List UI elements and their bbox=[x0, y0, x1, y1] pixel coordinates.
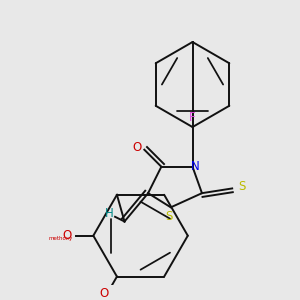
Text: N: N bbox=[191, 160, 200, 173]
Text: H: H bbox=[105, 208, 114, 220]
Text: F: F bbox=[189, 111, 196, 124]
Text: methoxy: methoxy bbox=[48, 236, 72, 241]
Text: S: S bbox=[238, 180, 245, 193]
Text: O: O bbox=[62, 229, 71, 242]
Text: O: O bbox=[132, 141, 141, 154]
Text: O: O bbox=[99, 287, 108, 300]
Text: S: S bbox=[165, 210, 172, 223]
